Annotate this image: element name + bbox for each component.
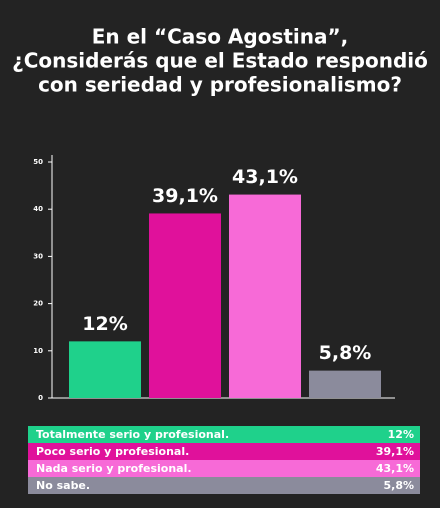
legend-row xyxy=(28,460,420,477)
chart-title: con seriedad y profesionalismo? xyxy=(38,73,402,97)
chart-title: ¿Considerás que el Estado respondió xyxy=(12,49,428,73)
value-label: 43,1% xyxy=(232,166,298,188)
bar xyxy=(309,370,381,398)
bar xyxy=(149,213,221,398)
y-tick-label: 10 xyxy=(33,347,43,355)
bar xyxy=(69,341,141,398)
chart-title: En el “Caso Agostina”, xyxy=(92,25,349,49)
value-label: 5,8% xyxy=(319,342,372,364)
legend-value: 12% xyxy=(388,428,414,441)
legend-label: Poco serio y profesional. xyxy=(36,445,189,458)
legend-row xyxy=(28,477,420,494)
y-tick-label: 0 xyxy=(38,394,43,402)
y-tick-label: 30 xyxy=(33,252,43,260)
y-tick-label: 40 xyxy=(33,205,43,213)
legend-value: 5,8% xyxy=(383,479,414,492)
y-tick-label: 20 xyxy=(33,300,43,308)
legend-value: 39,1% xyxy=(376,445,414,458)
legend-label: No sabe. xyxy=(36,479,90,492)
legend-label: Totalmente serio y profesional. xyxy=(36,428,229,441)
bar xyxy=(229,194,301,398)
y-tick-label: 50 xyxy=(33,158,43,166)
legend-value: 43,1% xyxy=(376,462,414,475)
value-label: 39,1% xyxy=(152,185,218,207)
legend-row xyxy=(28,443,420,460)
value-label: 12% xyxy=(82,313,127,335)
legend-label: Nada serio y profesional. xyxy=(36,462,192,475)
legend-row xyxy=(28,426,420,443)
